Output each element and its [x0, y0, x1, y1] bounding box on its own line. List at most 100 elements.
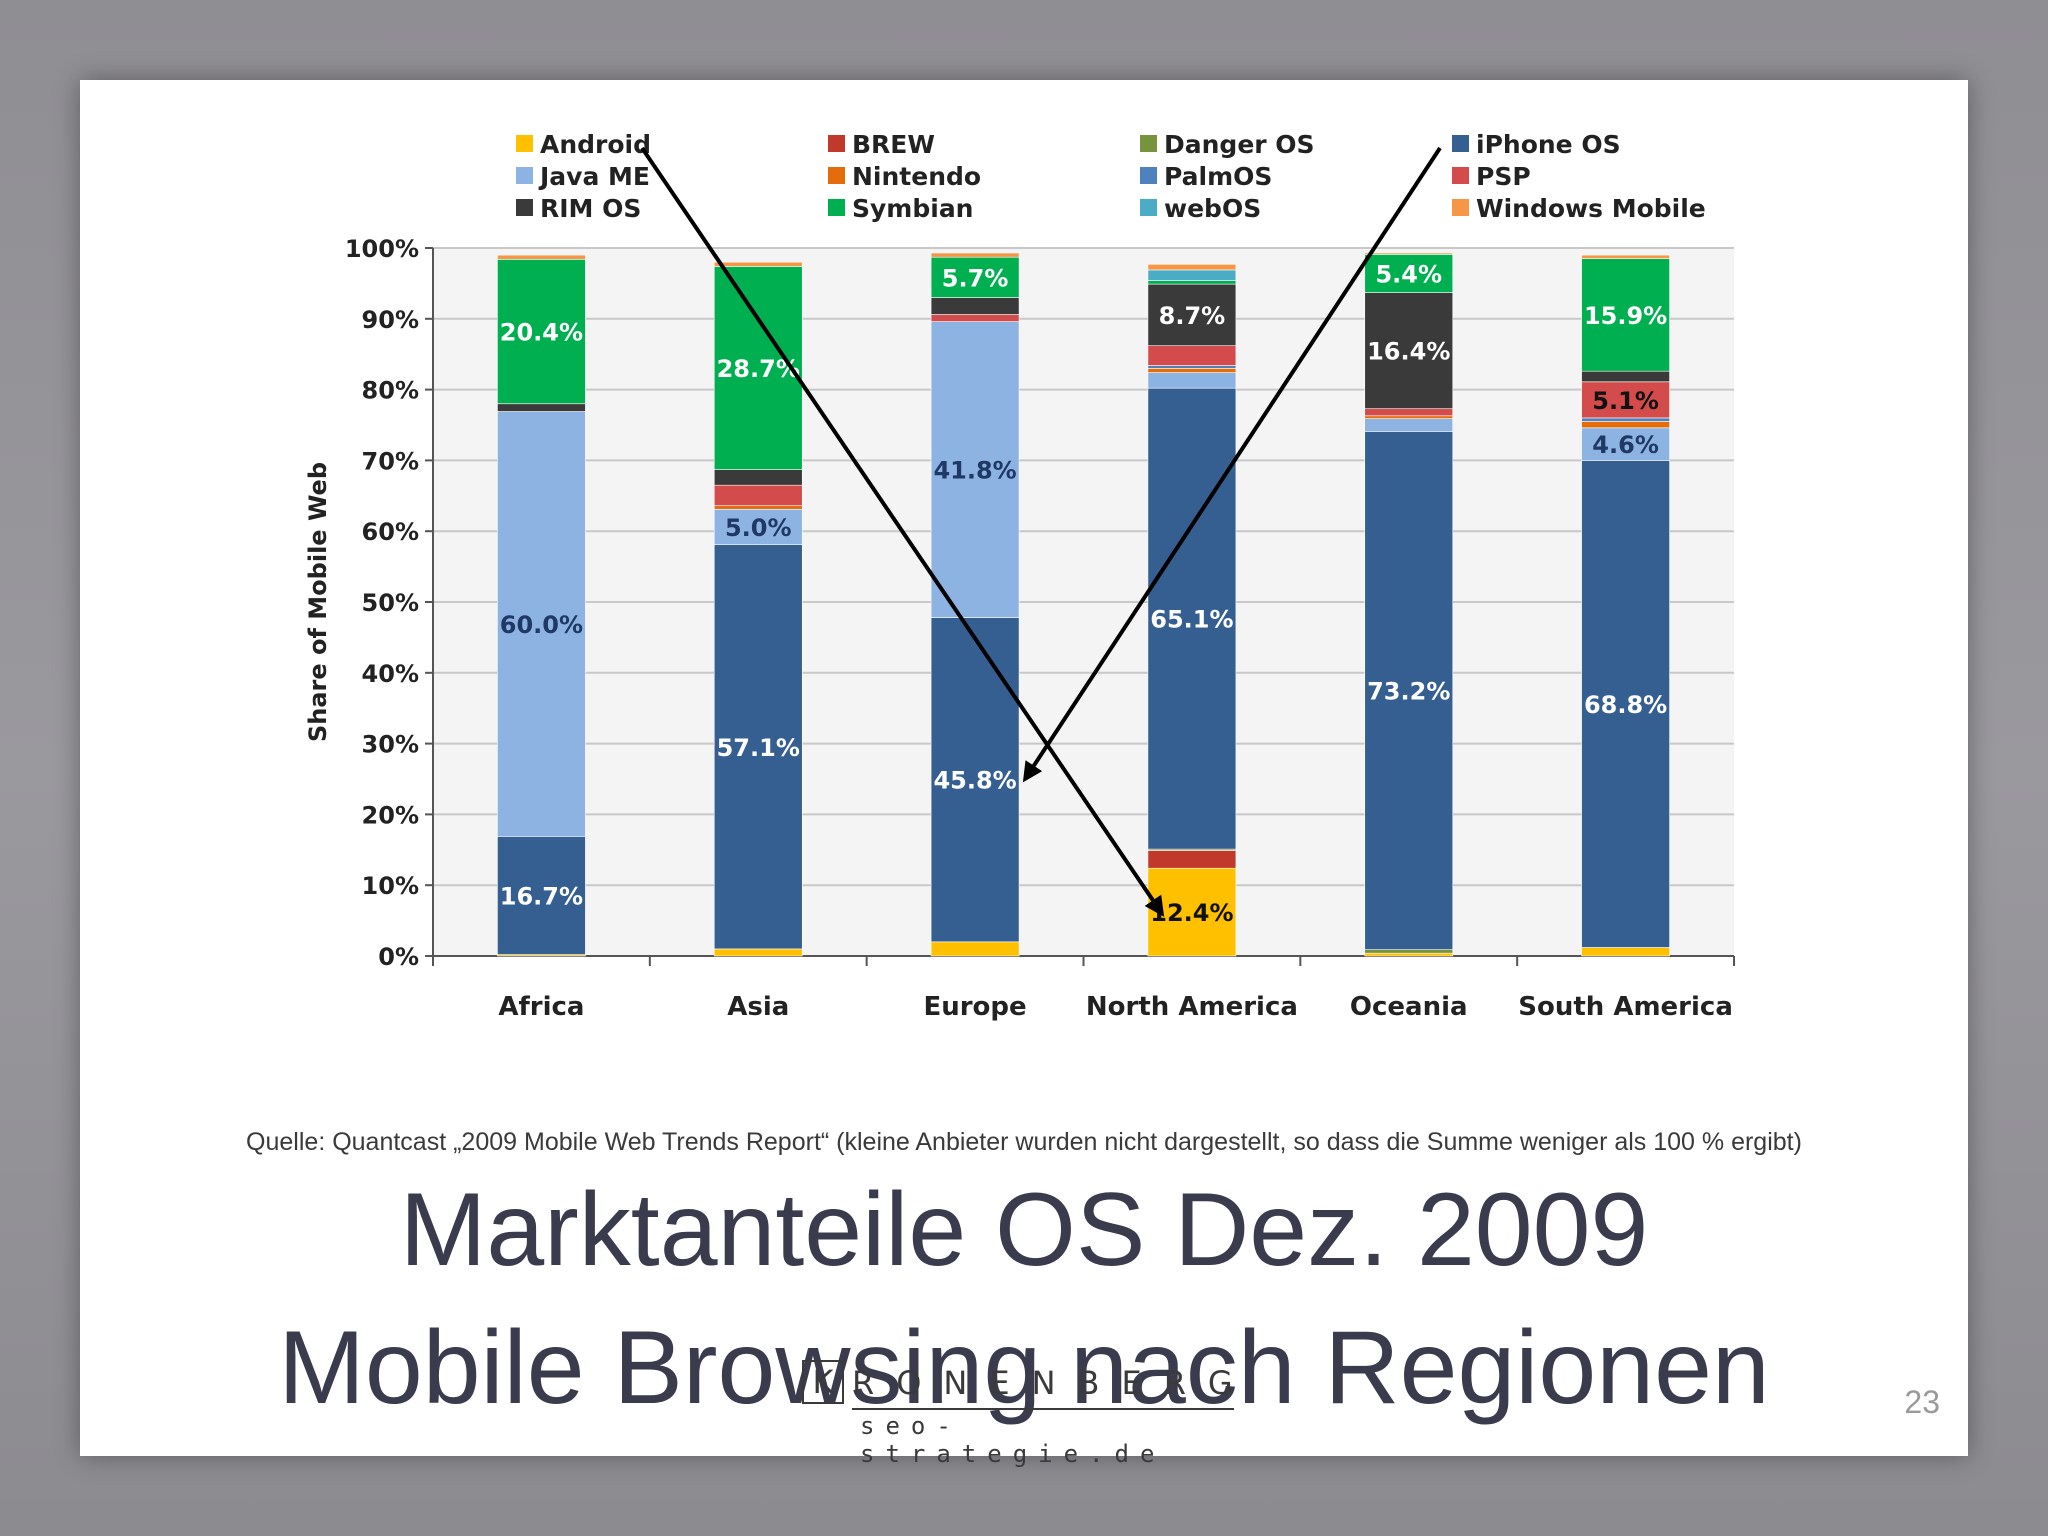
bar-segment: [930, 617, 1020, 943]
bar-segment: [1581, 254, 1670, 259]
legend-label: Java ME: [538, 162, 650, 191]
annotation-arrow: [1022, 146, 1442, 783]
bar-segment: [930, 256, 1020, 298]
legend-swatch: [1452, 135, 1469, 152]
bar-segment: [1581, 421, 1670, 429]
bar-segment: [1581, 370, 1670, 383]
data-label: 8.7%: [1159, 302, 1226, 330]
bar-segment: [1364, 431, 1454, 950]
bar-segment: [1581, 381, 1670, 419]
kronenberg-logo: K RONENBERG seo-strategie.de: [802, 1360, 1255, 1468]
legend-swatch: [516, 135, 533, 152]
legend-label: RIM OS: [540, 194, 641, 223]
data-label: 57.1%: [717, 734, 800, 762]
y-tick-label: 70%: [362, 447, 419, 475]
legend-swatch: [828, 199, 845, 216]
data-label: 60.0%: [500, 611, 583, 639]
data-label: 20.4%: [500, 319, 583, 347]
bar-segment: [1581, 258, 1670, 372]
x-tick-label: Oceania: [1350, 992, 1468, 1022]
y-tick-label: 10%: [362, 872, 419, 900]
legend-swatch: [1452, 167, 1469, 184]
y-tick-label: 0%: [378, 943, 419, 971]
y-tick-label: 100%: [345, 235, 419, 263]
bar-segment: [930, 321, 1020, 618]
bar-segment: [497, 411, 586, 837]
y-tick-label: 90%: [362, 306, 419, 334]
legend-label: Android: [540, 130, 651, 159]
bar-segment: [1147, 387, 1237, 850]
legend-label: PalmOS: [1164, 162, 1272, 191]
bar-segment: [713, 948, 803, 957]
data-label: 15.9%: [1584, 302, 1667, 330]
bar-segment: [1147, 263, 1237, 271]
y-tick-label: 50%: [362, 589, 419, 617]
x-tick-label: Asia: [727, 992, 789, 1022]
annotation-arrow: [640, 146, 1165, 917]
legend-swatch: [516, 199, 533, 216]
bar-segment: [1147, 269, 1237, 281]
bar-segment: [1581, 427, 1670, 461]
bar-segment: [1364, 254, 1454, 293]
bar-segment: [497, 403, 586, 412]
bar-segment: [1147, 365, 1237, 369]
data-label: 5.1%: [1592, 387, 1659, 415]
logo-rule: [852, 1408, 1234, 1410]
legend-swatch: [828, 167, 845, 184]
data-label: 73.2%: [1367, 678, 1450, 706]
bar-segment: [497, 259, 586, 405]
bar-segment: [1581, 460, 1670, 948]
bar-segment: [1581, 417, 1670, 422]
data-label: 68.8%: [1584, 691, 1667, 719]
legend-label: PSP: [1476, 162, 1531, 191]
legend-swatch: [1452, 199, 1469, 216]
source-note: Quelle: Quantcast „2009 Mobile Web Trend…: [246, 1128, 1802, 1156]
legend-label: Windows Mobile: [1476, 194, 1706, 223]
legend-label: webOS: [1164, 194, 1261, 223]
bar-segment: [1147, 345, 1237, 366]
bar-segment: [1364, 418, 1454, 432]
legend-swatch: [1140, 199, 1157, 216]
bar-segment: [713, 544, 803, 950]
bar-segment: [1147, 283, 1237, 347]
legend-label: BREW: [852, 130, 935, 159]
bar-segment: [1364, 292, 1454, 410]
data-label: 4.6%: [1592, 431, 1659, 459]
slide-subtitle: Mobile Browsing nach Regionen: [278, 1310, 1770, 1426]
y-tick-label: 40%: [362, 660, 419, 688]
bar-segment: [1147, 372, 1237, 389]
data-label: 45.8%: [933, 767, 1016, 795]
logo-wordmark: RONENBERG: [852, 1364, 1255, 1402]
legend-swatch: [828, 135, 845, 152]
data-label: 65.1%: [1150, 606, 1233, 634]
bar-segment: [1581, 947, 1670, 957]
legend-swatch: [516, 167, 533, 184]
bar-segment: [497, 836, 586, 955]
bar-segment: [1364, 252, 1454, 255]
bar-segment: [930, 314, 1020, 322]
legend-swatch: [1140, 135, 1157, 152]
data-label: 12.4%: [1150, 899, 1233, 927]
y-axis-label: Share of Mobile Web: [304, 462, 332, 742]
data-label: 41.8%: [933, 457, 1016, 485]
bar-segment: [713, 484, 803, 507]
y-tick-label: 80%: [362, 377, 419, 405]
bar-segment: [1147, 280, 1237, 285]
x-tick-label: Europe: [923, 992, 1026, 1022]
legend-swatch: [1140, 167, 1157, 184]
x-tick-label: South America: [1518, 992, 1733, 1022]
data-label: 5.4%: [1375, 260, 1442, 288]
data-label: 5.7%: [942, 264, 1009, 292]
logo-tagline: seo-strategie.de: [860, 1412, 1166, 1468]
slide-title: Marktanteile OS Dez. 2009: [399, 1172, 1649, 1288]
bar-segment: [1147, 368, 1237, 373]
bar-segment: [1364, 408, 1454, 417]
bar-segment: [497, 254, 586, 260]
bar-segment: [1364, 415, 1454, 419]
page-number: 23: [1904, 1384, 1940, 1420]
bar-segment: [713, 261, 803, 267]
bar-segment: [1147, 850, 1237, 869]
x-tick-label: Africa: [498, 992, 584, 1022]
legend-label: Nintendo: [852, 162, 981, 191]
y-tick-label: 30%: [362, 731, 419, 759]
